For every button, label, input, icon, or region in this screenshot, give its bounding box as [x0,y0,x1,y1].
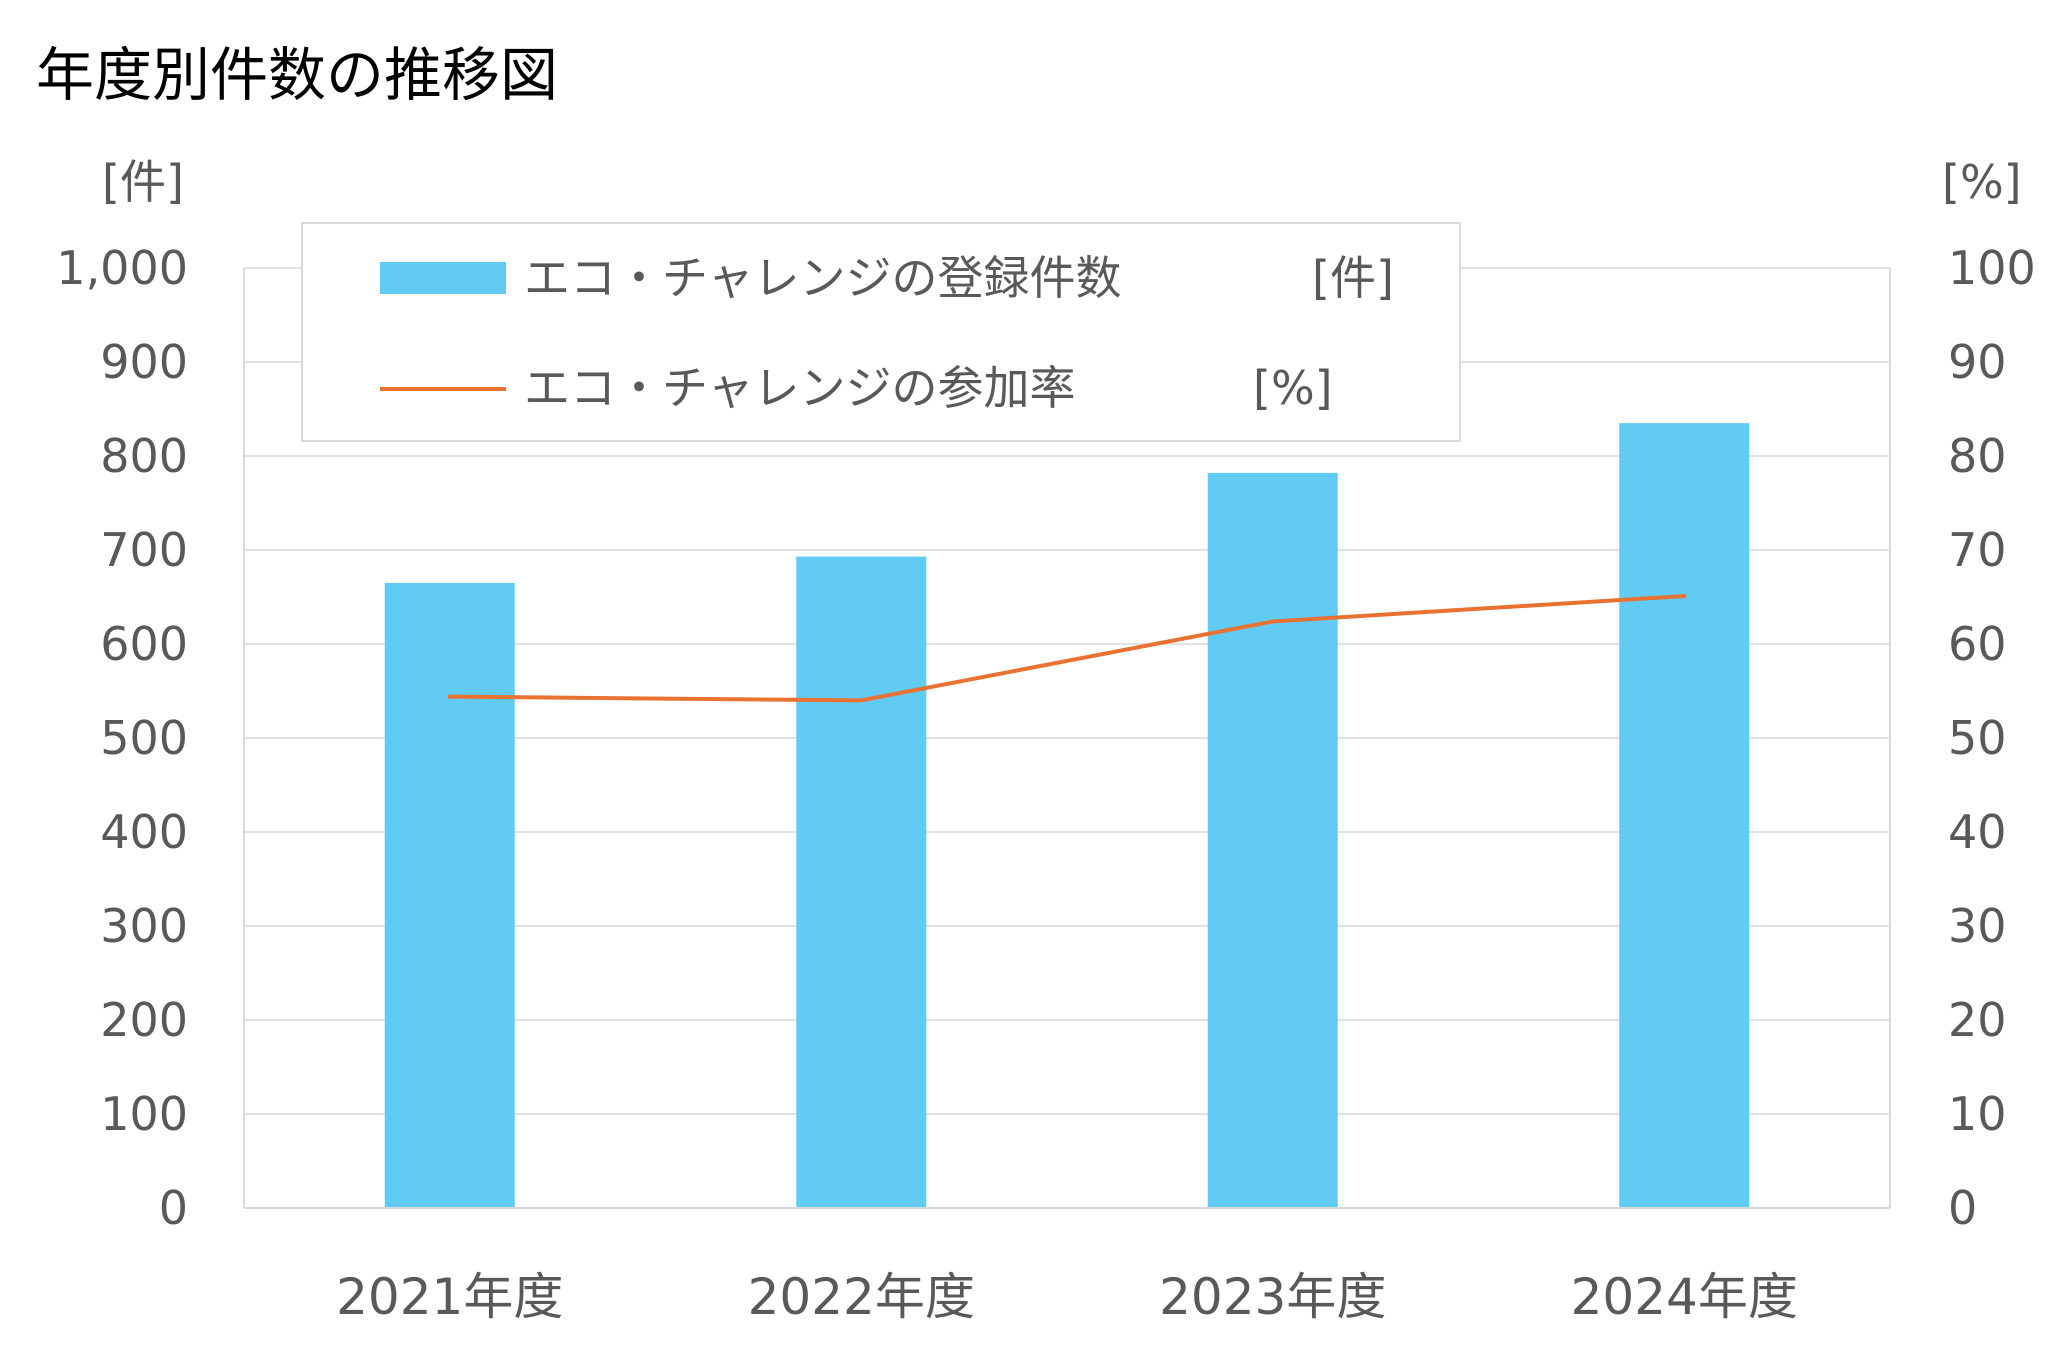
y-left-tick-label: 500 [100,711,188,765]
legend: エコ・チャレンジの登録件数 [件] エコ・チャレンジの参加率 [%] [301,222,1461,442]
y-right-tick-label: 30 [1948,899,2007,953]
y-left-tick-label: 1,000 [56,241,188,295]
legend-frame [301,222,1461,442]
x-tick-label: 2024年度 [1571,1268,1798,1326]
bar [384,582,515,1208]
legend-bar-unit: [件] [1312,251,1394,305]
y-left-tick-label: 100 [100,1087,188,1141]
legend-bar-swatch [380,262,506,294]
y-right-tick-label: 70 [1948,523,2007,577]
legend-line-label: エコ・チャレンジの参加率 [524,361,1076,415]
y-right-tick-label: 0 [1948,1181,1977,1235]
chart-title: 年度別件数の推移図 [36,41,558,109]
y-left-tick-label: 800 [100,429,188,483]
y-right-tick-label: 20 [1948,993,2007,1047]
y-right-tick-label: 10 [1948,1087,2007,1141]
y-left-tick-label: 300 [100,899,188,953]
legend-line-unit: [%] [1253,361,1333,415]
axes: 0 0 100 10 200 20 300 30 400 40 500 50 600 60 700 70 800… [56,241,2036,1326]
y-right-tick-label: 90 [1948,335,2007,389]
line-series [447,594,1687,703]
y-left-tick-label: 200 [100,993,188,1047]
bar [1207,472,1338,1208]
x-tick-label: 2021年度 [336,1268,563,1326]
bar-series [384,423,1750,1209]
y-left-tick-label: 0 [159,1181,188,1235]
y-left-tick-label: 400 [100,805,188,859]
y-right-tick-label: 60 [1948,617,2007,671]
bar [796,556,927,1208]
series-line [447,594,1687,703]
x-tick-label: 2023年度 [1159,1268,1386,1326]
bar [1619,423,1750,1209]
y-left-tick-label: 900 [100,335,188,389]
y-right-unit-label: [%] [1942,155,2022,209]
y-right-tick-label: 40 [1948,805,2007,859]
y-left-unit-label: [件] [102,155,184,209]
y-left-tick-label: 600 [100,617,188,671]
y-right-tick-label: 100 [1948,241,2036,295]
y-right-tick-label: 80 [1948,429,2007,483]
x-tick-label: 2022年度 [748,1268,975,1326]
legend-bar-label: エコ・チャレンジの登録件数 [524,251,1122,305]
y-left-tick-label: 700 [100,523,188,577]
y-right-tick-label: 50 [1948,711,2007,765]
